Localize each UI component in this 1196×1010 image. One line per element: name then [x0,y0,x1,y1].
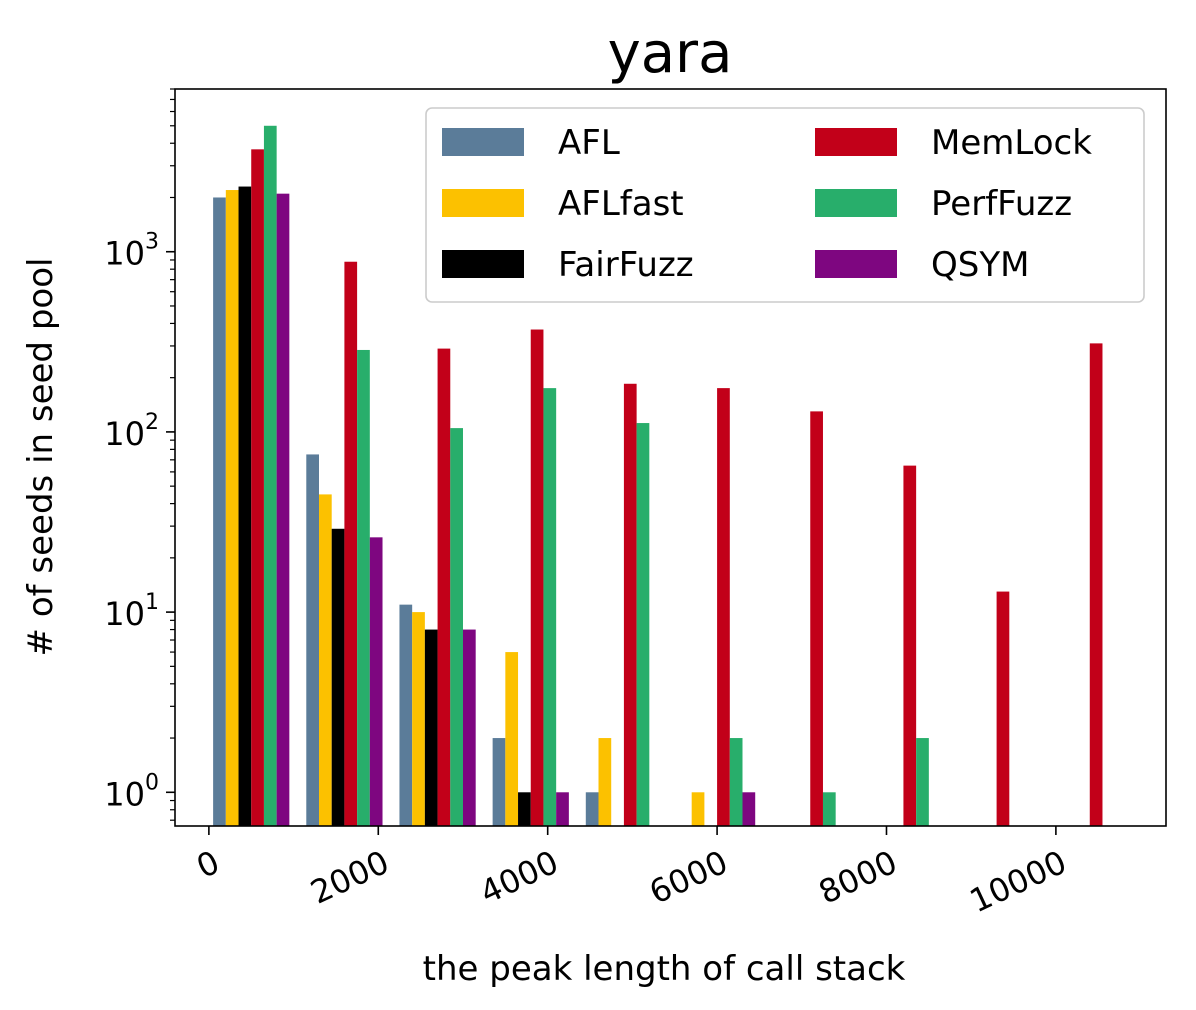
bar-afl-1 [306,454,319,826]
bar-qsym-1 [369,537,383,826]
bar-qsym-2 [462,629,476,826]
bar-afl-2 [399,604,413,826]
chart-title: yara [608,21,733,86]
y-tick-label: 103 [104,230,159,273]
legend: AFL AFLfast FairFuzz MemLock PerfFuzz QSYM [425,107,1145,303]
legend-swatch-perffuzz [815,189,897,217]
bar-memlock-4 [623,383,637,826]
x-tick-label: 6000 [644,843,734,912]
bar-aflfast-4 [598,738,612,826]
bar-perffuzz-4 [636,423,650,826]
legend-box [425,107,1145,303]
bars-layer [213,125,1103,827]
bar-aflfast-0 [225,190,239,826]
bar-memlock-2 [437,348,451,826]
bar-fairfuzz-3 [518,792,531,826]
legend-swatch-afl [442,128,524,156]
legend-swatch-qsym [815,250,897,278]
x-tick-label: 4000 [474,843,564,912]
bar-afl-4 [585,792,599,826]
bar-fairfuzz-2 [424,629,438,826]
x-axis: 0 2000 4000 6000 8000 10000 [191,826,1072,920]
bar-perffuzz-6 [822,792,836,826]
bar-memlock-3 [530,329,544,826]
x-tick-label: 0 [191,843,226,886]
bar-memlock-5 [717,388,730,826]
bar-fairfuzz-1 [331,528,345,826]
bar-memlock-7 [903,465,917,826]
legend-swatch-memlock [815,128,897,156]
bar-aflfast-2 [412,612,425,826]
legend-swatch-fairfuzz [442,250,524,278]
bar-perffuzz-7 [916,738,929,826]
bar-perffuzz-3 [543,388,557,826]
bar-perffuzz-5 [729,738,743,826]
bar-perffuzz-1 [357,349,370,826]
bar-memlock-6 [810,411,823,826]
legend-label-qsym: QSYM [931,245,1029,285]
plot-frame [174,88,1167,827]
x-tick-label: 8000 [813,843,903,912]
bar-memlock-9 [1089,343,1103,826]
bar-memlock-1 [344,261,358,827]
y-tick-label: 101 [104,590,159,633]
y-axis: 100 101 102 103 [104,88,175,821]
bar-afl-0 [213,197,226,827]
x-axis-label: the peak length of call stack [423,949,906,989]
legend-label-memlock: MemLock [931,123,1092,163]
bar-aflfast-5 [691,792,705,826]
legend-label-afl: AFL [558,123,620,163]
bar-qsym-3 [556,792,569,826]
bar-memlock-0 [251,149,264,827]
legend-label-perffuzz: PerfFuzz [931,184,1072,224]
bar-perffuzz-0 [263,125,277,826]
y-tick-label: 102 [104,410,159,453]
bar-memlock-8 [996,591,1010,826]
legend-label-fairfuzz: FairFuzz [558,245,694,285]
x-tick-label: 10000 [964,843,1072,920]
bar-aflfast-3 [505,652,519,826]
legend-swatch-aflfast [442,189,524,217]
x-tick-label: 2000 [305,843,395,912]
bar-qsym-5 [742,792,756,826]
bar-qsym-0 [276,193,290,827]
legend-label-aflfast: AFLfast [558,184,684,224]
bar-perffuzz-2 [450,428,463,826]
bar-afl-3 [492,738,506,826]
bar-aflfast-1 [318,494,332,826]
y-tick-label: 100 [104,770,159,813]
bar-fairfuzz-0 [238,186,252,827]
y-axis-label: # of seeds in seed pool [21,258,61,657]
